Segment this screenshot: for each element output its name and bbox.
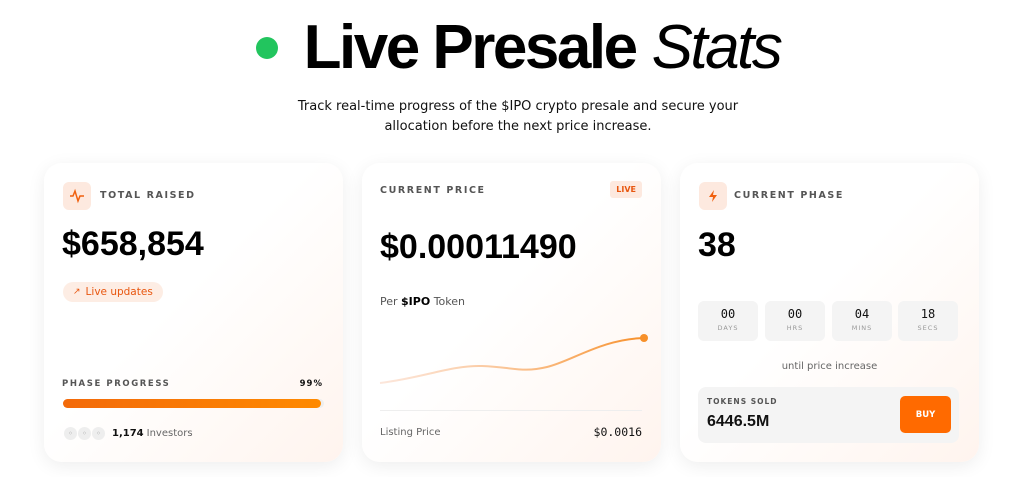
live-dot-icon: [255, 36, 278, 59]
investors-label: Investors: [146, 428, 193, 439]
page-title: Live Presale Stats: [255, 12, 783, 83]
per-token-text: Per $IPO Token: [380, 295, 465, 308]
activity-icon: [63, 182, 91, 210]
lightning-icon: [699, 182, 727, 210]
user-icon: ◦: [92, 427, 105, 440]
hero: Live Presale Stats: [0, 12, 1036, 83]
phase-progress-bar: [63, 399, 324, 408]
live-badge: LIVE: [610, 181, 642, 198]
per-suffix: Token: [433, 295, 466, 308]
live-updates-text: Live updates: [85, 286, 153, 298]
sparkline-endpoint: [640, 334, 648, 342]
listing-price-label: Listing Price: [380, 427, 441, 438]
countdown-days: 00 DAYS: [698, 301, 758, 341]
title-bold: Live Presale: [303, 13, 638, 82]
countdown-value: 04: [854, 307, 870, 321]
sparkline-path: [379, 337, 645, 384]
token-symbol: $IPO: [401, 295, 431, 308]
user-icon: ◦: [78, 427, 91, 440]
investors-count: 1,174: [112, 428, 144, 439]
countdown-unit: HRS: [786, 324, 804, 332]
tokens-sold-value: 6446.5M: [707, 413, 770, 430]
listing-price-value: $0.0016: [593, 425, 642, 439]
countdown-hours: 00 HRS: [765, 301, 825, 341]
current-phase-card: CURRENT PHASE 38 00 DAYS 00 HRS 04 MINS 18 S…: [680, 163, 979, 462]
buy-button[interactable]: BUY: [900, 396, 951, 433]
current-price-value: $0.00011490: [380, 228, 577, 266]
countdown-value: 00: [787, 307, 803, 321]
price-sparkline: [379, 334, 648, 384]
subtitle-line: allocation before the next price increas…: [384, 119, 652, 134]
trending-up-icon: ↗: [73, 287, 81, 297]
countdown-value: 18: [920, 307, 936, 321]
live-updates-badge: ↗ Live updates: [63, 282, 163, 302]
total-raised-card: TOTAL RAISED $658,854 ↗ Live updates PHAS…: [44, 163, 343, 462]
until-text: until price increase: [781, 361, 878, 372]
title-italic: Stats: [651, 13, 783, 82]
card-label: CURRENT PHASE: [734, 190, 844, 201]
progress-percent: 99%: [299, 379, 323, 389]
current-phase-value: 38: [698, 226, 736, 264]
countdown-unit: DAYS: [717, 324, 739, 332]
user-icon: ◦: [64, 427, 77, 440]
progress-fill: [63, 399, 322, 408]
progress-label: PHASE PROGRESS: [62, 379, 171, 389]
countdown-seconds: 18 SECS: [898, 301, 958, 341]
investors-row: ◦ ◦ ◦ 1,174 Investors: [64, 427, 193, 440]
tokens-sold-panel: TOKENS SOLD 6446.5M BUY: [698, 387, 959, 443]
subtitle-line: Track real-time progress of the $IPO cry…: [297, 99, 739, 114]
divider: [380, 410, 642, 411]
tokens-sold-label: TOKENS SOLD: [707, 397, 778, 406]
current-price-card: CURRENT PRICE LIVE $0.00011490 Per $IPO …: [362, 163, 661, 462]
per-prefix: Per: [380, 295, 398, 308]
countdown-value: 00: [720, 307, 736, 321]
subtitle: Track real-time progress of the $IPO cry…: [0, 97, 1036, 137]
card-label: TOTAL RAISED: [100, 190, 196, 201]
card-label: CURRENT PRICE: [380, 185, 486, 196]
countdown-unit: MINS: [851, 324, 873, 332]
countdown-minutes: 04 MINS: [832, 301, 892, 341]
countdown-unit: SECS: [917, 324, 939, 332]
total-raised-value: $658,854: [62, 225, 204, 263]
